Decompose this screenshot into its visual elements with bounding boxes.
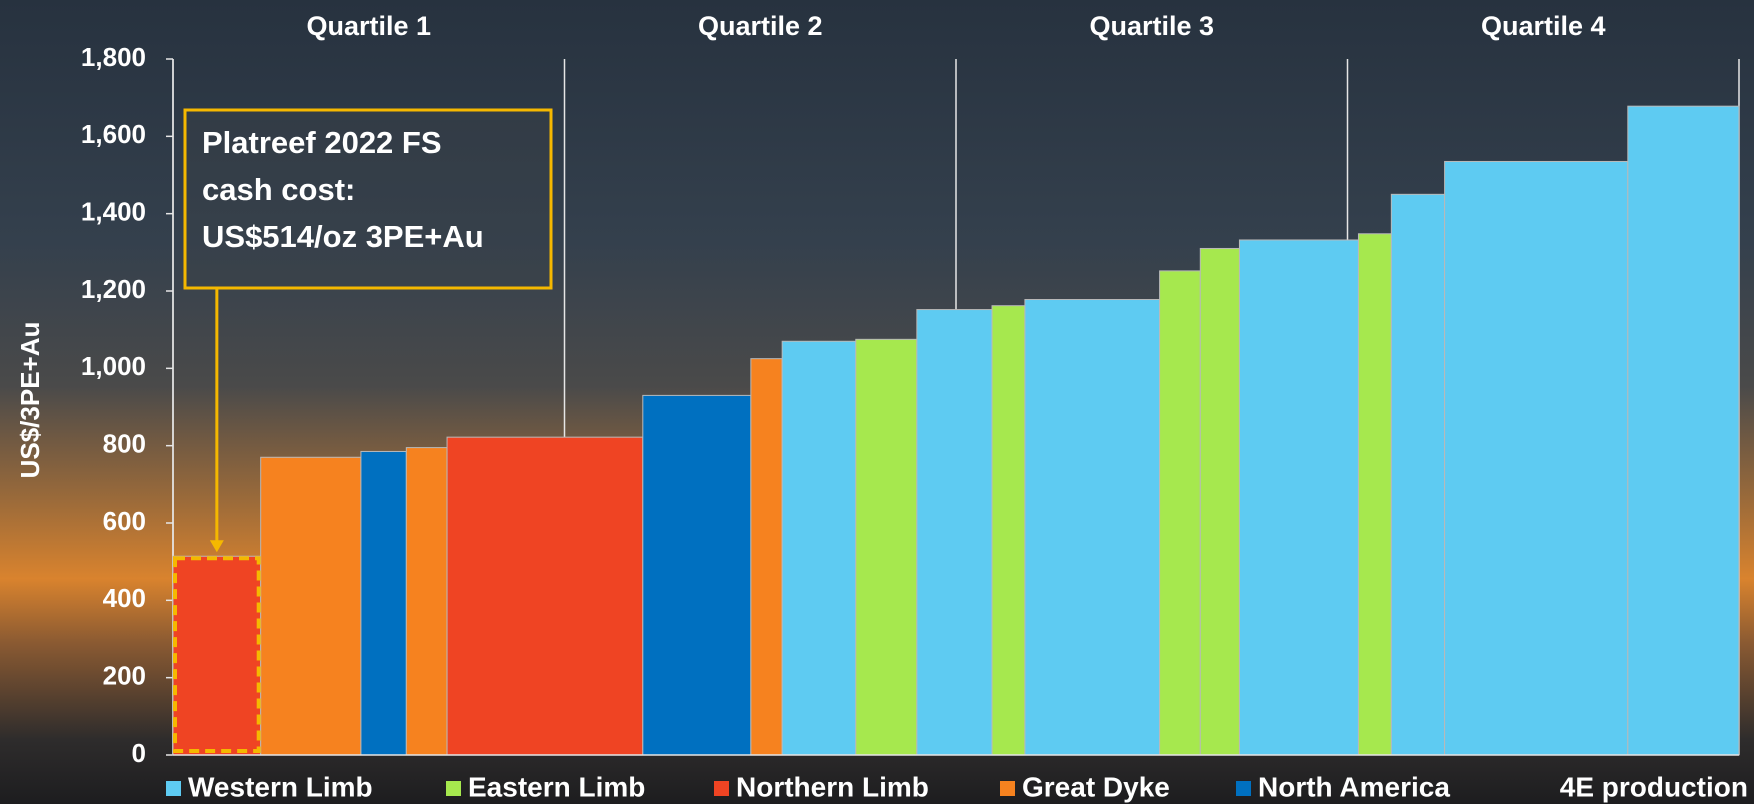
- bar: [405, 447, 448, 756]
- y-axis-title: US$/3PE+Au: [15, 322, 45, 479]
- bar: [1238, 239, 1359, 756]
- legend-swatch: [166, 781, 181, 796]
- bar: [172, 555, 262, 756]
- x-axis-title: 4E production: [1560, 771, 1748, 802]
- legend-swatch: [714, 781, 729, 796]
- y-tick-label: 1,800: [81, 42, 146, 72]
- y-tick-label: 1,600: [81, 119, 146, 149]
- legend-swatch: [1000, 781, 1015, 796]
- bar: [916, 309, 993, 756]
- bar: [1627, 105, 1740, 756]
- legend-label: Northern Limb: [736, 771, 929, 802]
- bar: [1199, 247, 1240, 756]
- legend-label: Eastern Limb: [468, 771, 645, 802]
- bar: [260, 456, 362, 756]
- quartile-label: Quartile 3: [1089, 11, 1214, 41]
- quartile-label: Quartile 4: [1481, 11, 1606, 41]
- y-tick-label: 1,400: [81, 197, 146, 227]
- bar: [446, 436, 644, 756]
- y-tick-label: 800: [103, 429, 146, 459]
- annotation-arrowhead: [209, 540, 224, 553]
- y-tick-label: 600: [103, 506, 146, 536]
- bar: [1159, 270, 1201, 756]
- y-tick-label: 0: [132, 738, 146, 768]
- highlight-outline: [173, 556, 261, 754]
- annotation-text: cash cost:: [202, 172, 355, 207]
- annotation-text: Platreef 2022 FS: [202, 125, 442, 160]
- legend-swatch: [1236, 781, 1251, 796]
- bar: [1444, 160, 1629, 756]
- y-tick-label: 1,200: [81, 274, 146, 304]
- quartile-label: Quartile 2: [698, 11, 823, 41]
- legend-label: Great Dyke: [1022, 771, 1170, 802]
- legend-swatch: [446, 781, 461, 796]
- bar: [855, 338, 918, 756]
- legend-label: North America: [1258, 771, 1450, 802]
- bar: [1357, 233, 1392, 756]
- annotation-box: [183, 108, 553, 290]
- bar: [781, 340, 857, 756]
- annotation-text: US$514/oz 3PE+Au: [202, 219, 484, 254]
- y-tick-label: 200: [103, 661, 146, 691]
- bar: [1024, 299, 1161, 756]
- bar: [991, 305, 1026, 756]
- y-tick-label: 400: [103, 583, 146, 613]
- bar: [642, 394, 752, 756]
- y-tick-label: 1,000: [81, 351, 146, 381]
- bar: [750, 358, 783, 756]
- bar: [1390, 193, 1446, 756]
- bar: [360, 450, 407, 756]
- legend-label: Western Limb: [188, 771, 373, 802]
- quartile-label: Quartile 1: [306, 11, 431, 41]
